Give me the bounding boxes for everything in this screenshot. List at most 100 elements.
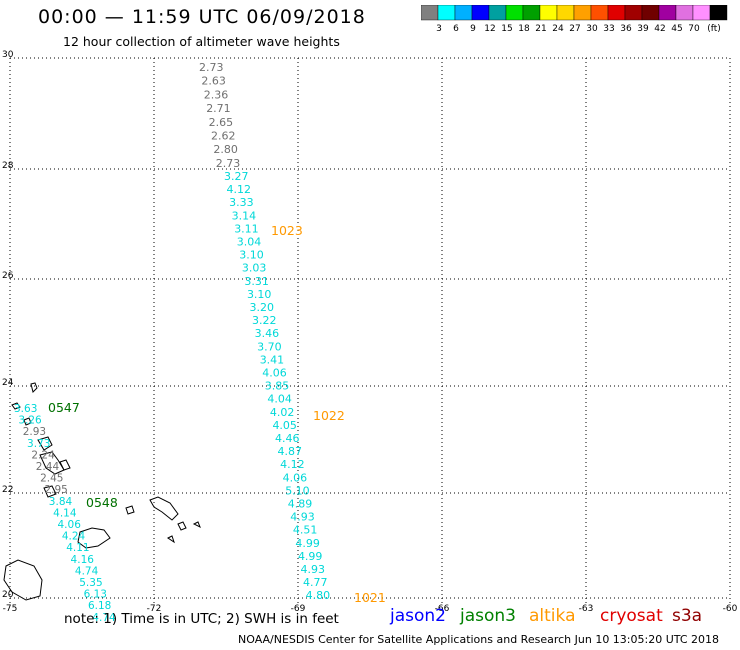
wave-height-label: 4.02 — [270, 406, 295, 419]
pass-id-label: 0548 — [86, 495, 118, 510]
island-outline — [77, 527, 111, 549]
axis-tick-labels: -75 -72 -69 -66 -63 -60 30 28 26 24 22 20 — [2, 50, 738, 614]
island-outline — [59, 459, 71, 471]
wave-height-label: 4.11 — [66, 542, 89, 554]
wave-height-label: 4.87 — [278, 445, 303, 458]
land-outlines — [3, 382, 201, 601]
legend-s3a: s3a — [672, 606, 703, 626]
wave-height-label: 2.65 — [209, 116, 234, 129]
island-outline — [125, 505, 135, 515]
note-text: note: 1) Time is in UTC; 2) SWH is in fe… — [64, 611, 339, 627]
colorbar-tick-label: 12 — [484, 24, 495, 34]
wave-height-label: 4.89 — [288, 498, 313, 511]
footer-credit: NOAA/NESDIS Center for Satellite Applica… — [238, 633, 720, 646]
wave-height-label: 4.99 — [298, 550, 323, 563]
colorbar-tick-label: 15 — [501, 24, 512, 34]
wave-height-label: 5.35 — [79, 577, 102, 589]
wave-height-label: 4.46 — [275, 432, 300, 445]
colorbar-tick-label: 45 — [671, 24, 682, 34]
wave-height-label: 2.80 — [213, 143, 238, 156]
island-outline — [177, 521, 187, 531]
wave-height-label: 3.10 — [247, 288, 272, 301]
lat-tick-label: 24 — [2, 378, 14, 388]
wave-height-label: 4.05 — [272, 419, 297, 432]
island-outline — [23, 417, 32, 426]
wave-height-label: 2.36 — [204, 88, 229, 101]
colorbar-tick-label: 18 — [518, 24, 530, 34]
colorbar-unit-label: (ft) — [707, 24, 721, 34]
wave-height-label: 3.41 — [260, 353, 285, 366]
wave-height-label: 3.04 — [237, 236, 262, 249]
wave-height-label: 4.12 — [227, 183, 252, 196]
wave-height-label: 3.11 — [234, 222, 259, 235]
wave-height-label: 3.10 — [239, 249, 263, 262]
page-subtitle: 12 hour collection of altimeter wave hei… — [63, 34, 340, 49]
lat-tick-label: 28 — [2, 161, 14, 171]
wave-height-label: 4.99 — [295, 537, 320, 550]
wave-height-label: 3.46 — [255, 327, 280, 340]
wave-height-label: 2.62 — [211, 130, 236, 143]
wave-height-label: 2.63 — [201, 75, 226, 88]
lon-tick-label: -60 — [723, 604, 738, 614]
pass-id-label: 0547 — [48, 400, 80, 415]
wave-height-label: 4.80 — [306, 589, 331, 602]
wave-height-label: 4.16 — [71, 554, 95, 566]
lat-tick-label: 22 — [2, 485, 13, 495]
island-outline — [43, 485, 57, 498]
wave-height-label: 3.84 — [49, 496, 73, 508]
wave-height-label: 2.73 — [216, 157, 241, 170]
wave-height-label: 3.73 — [27, 438, 50, 450]
colorbar-tick-label: 30 — [586, 24, 598, 34]
lat-tick-label: 30 — [2, 50, 14, 60]
legend-jason2: jason2 — [390, 606, 446, 626]
island-outline — [11, 402, 21, 410]
colorbar-tick-label: 39 — [637, 24, 649, 34]
wave-height-label: 3.85 — [265, 380, 290, 393]
wave-height-label: 4.06 — [58, 519, 82, 531]
colorbar-tick-label: 24 — [552, 24, 564, 34]
wave-height-label: 2.44 — [36, 461, 60, 473]
wave-height-label: 4.06 — [262, 367, 287, 380]
wave-height-label: 3.20 — [250, 301, 275, 314]
altimeter-tracks: 2.732.632.362.712.652.622.802.733.274.12… — [14, 61, 386, 624]
wave-height-label: 3.31 — [244, 275, 269, 288]
island-outline — [3, 559, 43, 601]
wave-height-label: 2.45 — [40, 473, 63, 485]
wave-height-label: 4.51 — [293, 524, 318, 537]
wave-height-label: 4.06 — [283, 471, 308, 484]
wave-height-label: 3.22 — [252, 314, 276, 327]
island-outline — [30, 382, 38, 393]
colorbar-tick-label: 6 — [453, 24, 459, 34]
wave-height-label: 3.70 — [257, 340, 282, 353]
wave-height-label: 4.93 — [290, 511, 315, 524]
lon-tick-label: -66 — [435, 604, 450, 614]
island-outline — [37, 436, 53, 451]
colorbar-tick-label: 33 — [603, 24, 614, 34]
wave-height-label: 3.14 — [232, 209, 257, 222]
colorbar-swatch — [709, 5, 728, 21]
wave-height-label: 4.77 — [303, 576, 328, 589]
wave-height-label: 3.27 — [224, 170, 249, 183]
lon-tick-label: -75 — [3, 604, 18, 614]
page-title: 00:00 — 11:59 UTC 06/09/2018 — [38, 6, 366, 28]
lon-tick-label: -69 — [291, 604, 306, 614]
pass-id-label: 1023 — [271, 223, 303, 238]
wave-height-label: 4.74 — [75, 565, 99, 577]
colorbar-tick-label: 21 — [535, 24, 546, 34]
lat-tick-label: 20 — [2, 590, 14, 600]
colorbar-legend: 3 6 9 12 15 18 21 24 27 30 33 36 39 42 45 70 (ft) — [421, 5, 728, 34]
wave-height-label: 5.10 — [285, 484, 310, 497]
colorbar-tick-label: 3 — [436, 24, 442, 34]
wave-height-label: 2.71 — [206, 102, 231, 115]
wave-height-label: 2.95 — [44, 484, 67, 496]
pass-id-label: 1022 — [313, 408, 345, 423]
wave-height-label: 3.33 — [229, 196, 254, 209]
island-outline — [192, 521, 201, 529]
wave-height-label: 6.18 — [88, 600, 111, 612]
colorbar-tick-label: 70 — [688, 24, 700, 34]
legend-cryosat: cryosat — [600, 606, 663, 626]
graticule-grid — [9, 57, 731, 603]
wave-height-label: 3.03 — [242, 262, 267, 275]
legend-jason3: jason3 — [460, 606, 516, 626]
